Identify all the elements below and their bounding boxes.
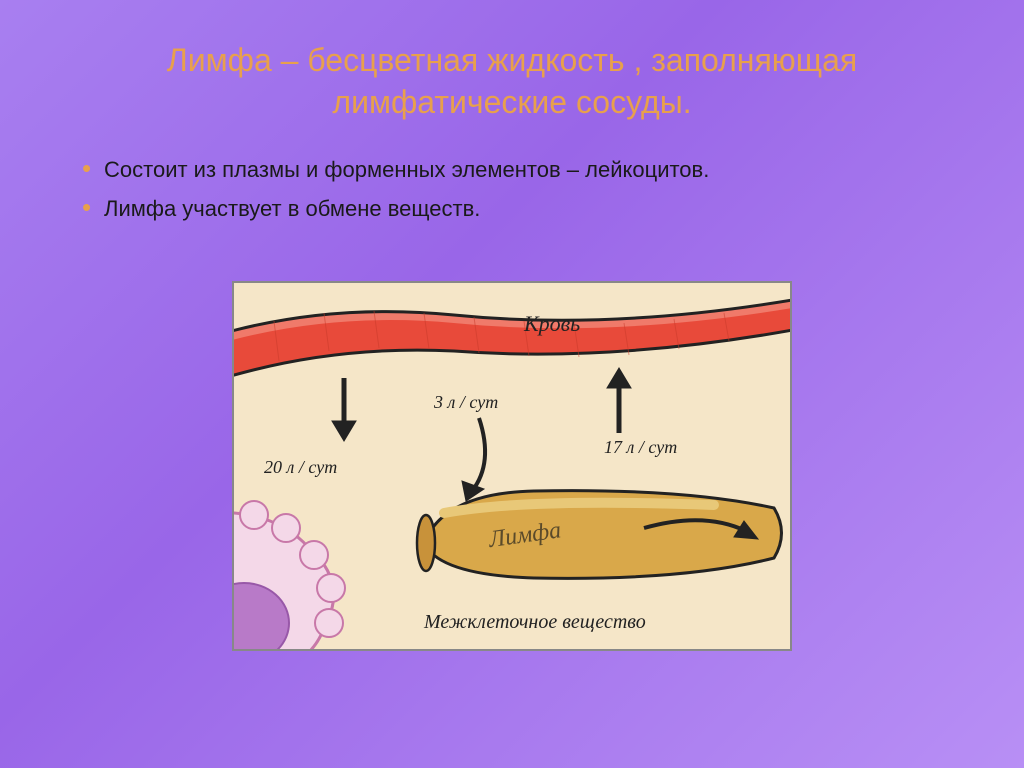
rate-3: 3 л / сут (433, 392, 498, 412)
diagram-container: Кровь Лимфа 20 л / сут 3 л / сут 17 л / … (0, 281, 1024, 651)
arrow-down (332, 378, 356, 441)
bullet-item: Состоит из плазмы и форменных элементов … (80, 153, 944, 186)
slide-title: Лимфа – бесцветная жидкость , заполняюща… (0, 0, 1024, 143)
lymph-diagram: Кровь Лимфа 20 л / сут 3 л / сут 17 л / … (232, 281, 792, 651)
arrow-up (607, 368, 631, 433)
blood-label: Кровь (523, 311, 580, 336)
cell-bump (315, 609, 343, 637)
slide-content: Состоит из плазмы и форменных элементов … (0, 143, 1024, 241)
rate-17: 17 л / сут (604, 437, 677, 457)
lymph-vessel-end (417, 515, 435, 571)
diagram-svg: Кровь Лимфа 20 л / сут 3 л / сут 17 л / … (234, 283, 792, 651)
cell-bump (240, 501, 268, 529)
lymph-vessel (417, 491, 782, 579)
arrow-curve (462, 418, 485, 501)
blood-vessel-body (234, 298, 792, 378)
rate-20: 20 л / сут (264, 457, 337, 477)
cell-bump (317, 574, 345, 602)
blood-vessel (234, 298, 792, 378)
cell-bump (272, 514, 300, 542)
bullet-item: Лимфа участвует в обмене веществ. (80, 192, 944, 225)
cell-bump (300, 541, 328, 569)
intercellular-label: Межклеточное вещество (423, 611, 646, 633)
cell (234, 501, 345, 651)
bullet-list: Состоит из плазмы и форменных элементов … (80, 153, 944, 225)
